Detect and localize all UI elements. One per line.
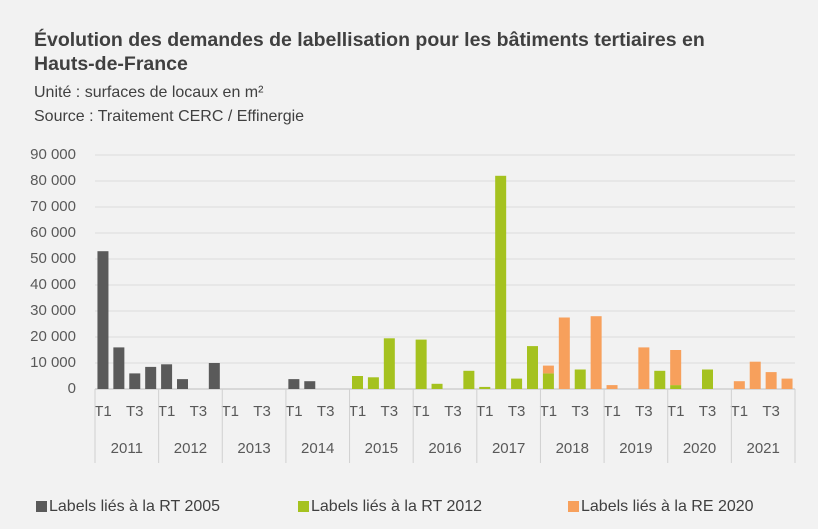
- bar: [542, 373, 554, 389]
- y-tick-label: 30 000: [30, 302, 76, 319]
- bar: [670, 350, 682, 386]
- source: Source : Traitement CERC / Effinergie: [34, 108, 305, 125]
- bar: [208, 363, 220, 389]
- bar: [304, 381, 316, 389]
- year-label: 2011: [111, 440, 143, 457]
- year-label: 2012: [174, 440, 207, 457]
- bar: [527, 346, 538, 389]
- x-tick-label: T3: [444, 403, 462, 420]
- x-tick-label: T3: [190, 403, 208, 420]
- bar: [638, 347, 650, 389]
- chart-title: Évolution des demandes de labellisation …: [34, 29, 705, 75]
- x-tick-label: T1: [476, 403, 494, 420]
- bar: [463, 370, 475, 389]
- x-tick-label: T3: [571, 403, 589, 420]
- y-tick-label: 40 000: [30, 276, 76, 293]
- bar: [511, 378, 523, 389]
- bar: [415, 339, 427, 389]
- x-tick-label: T1: [221, 403, 239, 420]
- x-tick-label: T3: [762, 403, 780, 420]
- bar: [161, 364, 173, 389]
- bar: [145, 366, 157, 389]
- year-label: 2019: [619, 440, 652, 457]
- y-tick-label: 70 000: [30, 198, 76, 215]
- year-label: 2014: [301, 440, 334, 457]
- x-tick-label: T1: [603, 403, 621, 420]
- legend-label: Labels liés à la RT 2005: [49, 498, 220, 515]
- bar: [733, 381, 745, 389]
- x-tick-label: T1: [94, 403, 112, 420]
- y-tick-label: 90 000: [30, 146, 76, 163]
- bar: [781, 378, 793, 389]
- y-tick-label: 0: [68, 380, 76, 397]
- year-label: 2018: [556, 440, 589, 457]
- bar: [702, 369, 713, 389]
- x-tick-label: T1: [285, 403, 303, 420]
- x-tick-label: T1: [731, 403, 749, 420]
- bar: [177, 379, 188, 389]
- x-tick-label: T3: [253, 403, 271, 420]
- x-tick-label: T3: [508, 403, 526, 420]
- bar: [670, 385, 682, 389]
- x-tick-label: T1: [158, 403, 176, 420]
- legend-swatch: [298, 501, 309, 512]
- x-tick-label: T1: [349, 403, 367, 420]
- x-tick-label: T1: [540, 403, 558, 420]
- year-label: 2016: [428, 440, 461, 457]
- bar: [352, 376, 363, 389]
- bar: [590, 316, 602, 389]
- subtitle: Unité : surfaces de locaux en m²: [34, 84, 264, 101]
- bar: [288, 379, 300, 389]
- year-label: 2020: [683, 440, 716, 457]
- y-tick-label: 20 000: [30, 328, 76, 345]
- y-tick-label: 60 000: [30, 224, 76, 241]
- bar: [558, 317, 570, 389]
- bar: [574, 369, 586, 389]
- y-tick-label: 10 000: [30, 354, 76, 371]
- year-label: 2013: [237, 440, 270, 457]
- bar: [431, 383, 443, 389]
- bar: [542, 365, 554, 374]
- x-tick-label: T3: [381, 403, 399, 420]
- x-tick-label: T3: [317, 403, 335, 420]
- bar: [654, 370, 666, 389]
- legend-label: Labels liés à la RT 2012: [311, 498, 482, 515]
- bar: [129, 373, 141, 389]
- year-label: 2017: [492, 440, 525, 457]
- bar: [97, 251, 109, 389]
- bar: [383, 338, 395, 389]
- bar: [765, 372, 777, 389]
- bar: [113, 347, 125, 389]
- legend-label: Labels liés à la RE 2020: [581, 498, 754, 515]
- year-label: 2015: [365, 440, 398, 457]
- year-label: 2021: [746, 440, 779, 457]
- legend-swatch: [568, 501, 579, 512]
- x-tick-label: T3: [635, 403, 653, 420]
- x-tick-label: T3: [126, 403, 144, 420]
- bar: [606, 385, 618, 389]
- legend-swatch: [36, 501, 47, 512]
- bar: [367, 377, 379, 389]
- y-tick-label: 80 000: [30, 172, 76, 189]
- y-tick-label: 50 000: [30, 250, 76, 267]
- bar: [495, 175, 507, 389]
- bar: [479, 386, 491, 389]
- x-tick-label: T3: [699, 403, 717, 420]
- x-tick-label: T1: [412, 403, 430, 420]
- bar: [749, 361, 761, 389]
- x-tick-label: T1: [667, 403, 685, 420]
